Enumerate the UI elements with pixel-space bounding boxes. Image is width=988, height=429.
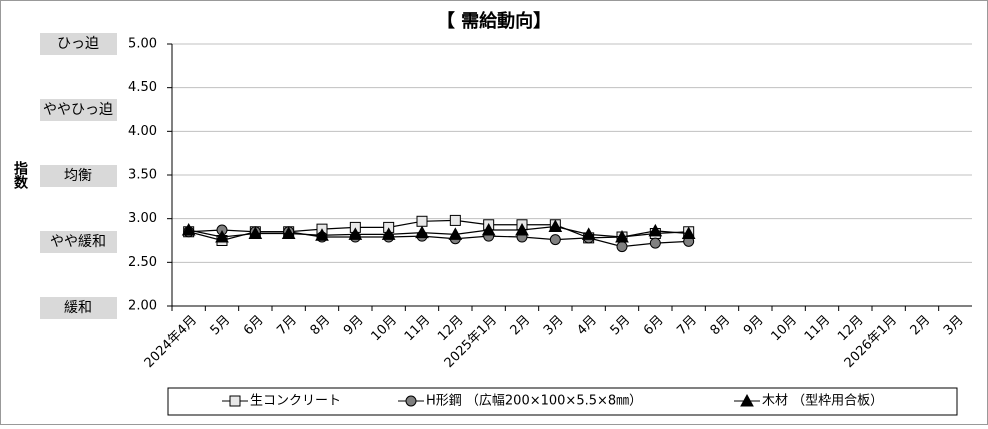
point (215, 229, 229, 243)
level-box (40, 297, 117, 319)
point (281, 226, 296, 240)
point (515, 222, 529, 236)
point (416, 215, 428, 227)
chart-title: 【 需給動向】 (437, 10, 551, 32)
point (549, 234, 561, 246)
level-box (40, 99, 117, 121)
point (581, 227, 596, 240)
point (381, 227, 396, 240)
level-label: 緩和 (64, 300, 92, 316)
point (649, 237, 661, 249)
series-line (188, 229, 689, 248)
legend-label: 生コンクリート (250, 394, 341, 409)
y-tick-label: 4.50 (128, 80, 157, 95)
level-label: ひっ迫 (57, 36, 99, 52)
y-tick-label: 5.00 (128, 37, 157, 52)
level-box (40, 231, 117, 253)
point (616, 241, 628, 253)
point (248, 226, 263, 240)
point (449, 214, 461, 226)
point (315, 228, 329, 241)
level-box (40, 165, 117, 187)
point (648, 223, 663, 237)
y-tick-label: 2.00 (128, 299, 157, 314)
point (548, 219, 563, 233)
level-label: やや緩和 (50, 234, 106, 250)
legend-marker (229, 395, 241, 407)
legend-box (167, 387, 958, 416)
point (415, 225, 429, 239)
point (348, 227, 363, 240)
legend-label: 木材 （型枠用合板） (762, 394, 883, 409)
legend-label: H形鋼 （広幅200×100×5.5×8㎜） (426, 394, 642, 409)
legend-marker (740, 393, 754, 407)
legend-marker (405, 395, 417, 407)
point (481, 222, 496, 236)
y-tick-label: 3.50 (128, 168, 157, 183)
y-tick-label: 2.50 (128, 255, 157, 270)
y-tick-label: 4.00 (128, 124, 157, 139)
level-label: ややひっ迫 (43, 102, 113, 118)
y-axis-label: 指数 (12, 160, 28, 190)
series-line (188, 225, 689, 238)
level-label: 均衡 (64, 168, 92, 184)
level-box (40, 33, 117, 55)
point (448, 227, 463, 240)
point (181, 222, 196, 236)
y-tick-label: 3.00 (128, 211, 157, 226)
point (681, 226, 696, 240)
point (615, 229, 629, 243)
